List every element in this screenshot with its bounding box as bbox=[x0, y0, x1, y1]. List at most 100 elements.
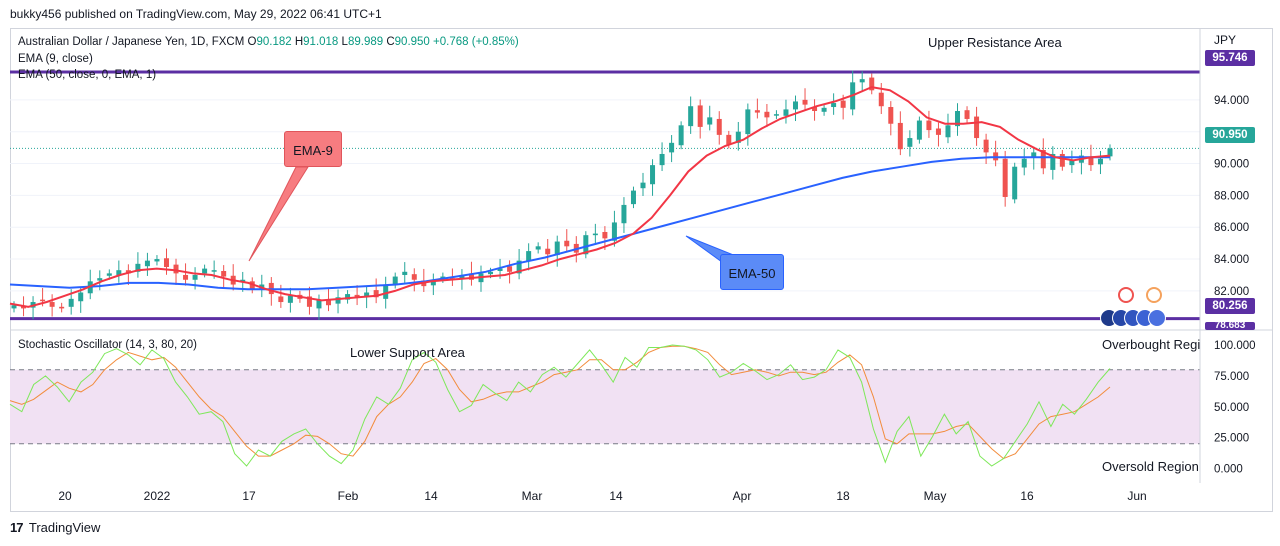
open-label: O bbox=[247, 36, 257, 48]
candle-body bbox=[526, 251, 532, 261]
time-tick-label: 14 bbox=[609, 489, 623, 503]
candle-body bbox=[49, 302, 55, 307]
candle-body bbox=[802, 99, 808, 105]
candle-body bbox=[716, 118, 722, 135]
stoch-lines bbox=[9, 344, 1111, 467]
high-label: H bbox=[294, 36, 304, 48]
candle-body bbox=[1088, 156, 1094, 166]
candle-body bbox=[221, 270, 227, 277]
open-value: 90.182 bbox=[256, 36, 292, 48]
change-value: +0.768 (+0.85%) bbox=[433, 36, 519, 48]
candle-body bbox=[154, 259, 160, 262]
time-tick-label: 14 bbox=[424, 489, 438, 503]
price-tick-label: 84.000 bbox=[1214, 254, 1249, 266]
candle-body bbox=[516, 260, 522, 274]
candle-body bbox=[1012, 166, 1018, 200]
publisher-bar: bukky456 published on TradingView.com, M… bbox=[0, 0, 1280, 28]
symbol-legend[interactable]: Australian Dollar / Japanese Yen, 1D, FX… bbox=[18, 36, 519, 48]
candle-body bbox=[383, 284, 389, 299]
candle-body bbox=[488, 271, 494, 275]
candle-body bbox=[621, 204, 627, 224]
close-value: 90.950 bbox=[394, 36, 430, 48]
event-flag-icons[interactable] bbox=[1098, 285, 1168, 329]
candle-body bbox=[287, 295, 293, 303]
candle-body bbox=[211, 270, 217, 272]
candle-body bbox=[1050, 153, 1056, 170]
candle-body bbox=[602, 231, 608, 239]
candle-body bbox=[650, 165, 656, 185]
high-value: 91.018 bbox=[303, 36, 339, 48]
candle-body bbox=[392, 276, 398, 285]
candle-body bbox=[869, 77, 875, 91]
footer-brand[interactable]: 17 TradingView bbox=[10, 520, 100, 535]
candle-body bbox=[916, 120, 922, 140]
ema50-line bbox=[9, 156, 1110, 291]
time-tick-label: Jun bbox=[1127, 489, 1146, 503]
candle-body bbox=[888, 107, 894, 124]
candle-body bbox=[764, 111, 770, 118]
time-tick-label: 20 bbox=[58, 489, 72, 503]
candle-body bbox=[545, 248, 551, 255]
candle-body bbox=[659, 153, 665, 166]
price-tick-label: 90.000 bbox=[1214, 159, 1249, 171]
candle-body bbox=[707, 117, 713, 125]
ema50-callout[interactable]: EMA-50 bbox=[720, 254, 784, 290]
candle-body bbox=[278, 296, 284, 303]
close-label: C bbox=[386, 36, 395, 48]
candle-body bbox=[40, 299, 46, 302]
candle-body bbox=[163, 258, 169, 268]
ema-fast-legend[interactable]: EMA (9, close) bbox=[18, 53, 93, 65]
candle-body bbox=[773, 114, 779, 116]
overbought-label: Overbought Region bbox=[1102, 337, 1200, 352]
time-tick-label: 2022 bbox=[144, 489, 171, 503]
candle-body bbox=[592, 233, 598, 236]
resistance-price-tag: 95.746 bbox=[1205, 50, 1255, 66]
candle-body bbox=[173, 264, 179, 274]
time-tick-label: 16 bbox=[1020, 489, 1034, 503]
candle-body bbox=[792, 101, 798, 110]
ema-slow-legend[interactable]: EMA (50, close, 0, EMA, 1) bbox=[18, 69, 157, 81]
candle-body bbox=[697, 105, 703, 127]
candle-body bbox=[59, 306, 65, 309]
candle-body bbox=[974, 116, 980, 139]
candle-body bbox=[955, 110, 961, 127]
candle-body bbox=[1097, 158, 1103, 165]
candle-body bbox=[202, 268, 208, 274]
price-tick-label: 94.000 bbox=[1214, 95, 1249, 107]
candle-body bbox=[335, 297, 341, 304]
candle-body bbox=[745, 109, 751, 135]
ema9-callout[interactable]: EMA-9 bbox=[284, 131, 342, 167]
candle-body bbox=[192, 274, 198, 280]
price-tick-label: 82.000 bbox=[1214, 286, 1249, 298]
candle-body bbox=[364, 292, 370, 297]
chart-frame[interactable] bbox=[10, 28, 1273, 512]
candle-body bbox=[907, 138, 913, 147]
support-price-tag: 80.256 bbox=[1205, 298, 1255, 314]
event-icon[interactable] bbox=[1146, 287, 1162, 303]
bottom-price-tag: 78.683 bbox=[1205, 322, 1255, 330]
candle-body bbox=[135, 263, 141, 272]
candle-body bbox=[897, 122, 903, 150]
time-tick-label: May bbox=[924, 489, 947, 503]
event-icon[interactable] bbox=[1118, 287, 1134, 303]
candle-body bbox=[564, 240, 570, 247]
candle-body bbox=[1002, 158, 1008, 197]
candle-body bbox=[535, 246, 541, 250]
price-tick-label: 88.000 bbox=[1214, 190, 1249, 202]
flag-icon[interactable] bbox=[1148, 309, 1166, 327]
stoch-tick-label: 0.000 bbox=[1214, 464, 1243, 476]
price-tick-label: 86.000 bbox=[1214, 222, 1249, 234]
candle-body bbox=[316, 300, 322, 309]
candle-body bbox=[1040, 150, 1046, 169]
stoch-d-line bbox=[9, 345, 1111, 460]
candle-body bbox=[411, 274, 417, 280]
stoch-tick-label: 25.000 bbox=[1214, 433, 1249, 445]
candle-body bbox=[878, 92, 884, 107]
candle-body bbox=[554, 241, 560, 256]
candle-body bbox=[97, 278, 103, 281]
candle-body bbox=[754, 110, 760, 113]
candle-body bbox=[11, 305, 17, 309]
stoch-legend[interactable]: Stochastic Oscillator (14, 3, 80, 20) bbox=[18, 339, 197, 351]
ema-layer bbox=[9, 86, 1111, 308]
